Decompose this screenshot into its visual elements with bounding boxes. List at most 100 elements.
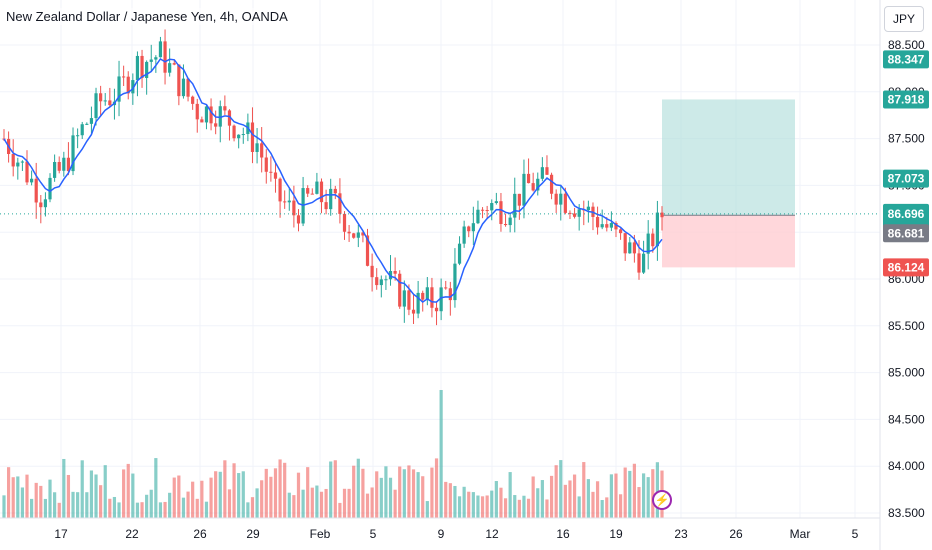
candle-body xyxy=(306,188,310,194)
candle-body xyxy=(439,287,443,312)
entry-tag-bg xyxy=(883,224,929,243)
candle-body xyxy=(462,226,466,244)
volume-bar xyxy=(614,473,618,518)
candle-body xyxy=(71,135,75,172)
volume-bar xyxy=(439,390,443,518)
volume-bar xyxy=(269,476,273,518)
candle-body xyxy=(66,157,71,172)
x-tick-label: 5 xyxy=(852,527,859,541)
volume-bar xyxy=(572,474,577,518)
volume-bar xyxy=(57,502,61,518)
candle-body xyxy=(209,106,213,124)
candle-body xyxy=(39,202,43,208)
candle-body xyxy=(660,212,664,218)
volume-bar xyxy=(71,491,75,518)
candle-body xyxy=(85,123,89,125)
currency-button[interactable]: JPY xyxy=(884,6,924,32)
time-axis: 17 22 26 29 Feb 5 9 12 16 19 23 26 Mar 5 xyxy=(0,517,880,541)
volume-bar xyxy=(214,471,218,518)
candle-body xyxy=(513,193,517,218)
volume-bar xyxy=(632,463,636,518)
candle-body xyxy=(655,212,659,247)
candle-body xyxy=(310,193,314,195)
candle-body xyxy=(204,106,209,123)
candle-body xyxy=(283,201,287,203)
volume-bar xyxy=(62,458,66,518)
y-tick-label: 85.000 xyxy=(888,366,925,380)
candle-body xyxy=(80,124,84,136)
candle-body xyxy=(296,215,301,224)
candle-body xyxy=(200,119,204,123)
volume-bar xyxy=(43,498,48,518)
candle-body xyxy=(218,106,222,127)
candle-body xyxy=(11,154,15,167)
candle-body xyxy=(572,213,577,217)
candle-body xyxy=(632,242,636,254)
candle-body xyxy=(416,292,420,314)
stop-loss-tag-bg xyxy=(883,258,929,277)
candle-body xyxy=(16,162,20,167)
candle-body xyxy=(126,76,130,94)
lightning-icon[interactable]: ⚡ xyxy=(652,490,672,510)
volume-bar xyxy=(140,502,144,518)
volume-bar xyxy=(517,499,521,518)
volume-bar xyxy=(609,474,613,518)
candle-body xyxy=(319,181,324,203)
y-tick-label: 87.500 xyxy=(888,132,925,146)
candle-body xyxy=(250,122,255,152)
volume-bar xyxy=(370,487,374,518)
volume-bar xyxy=(582,462,586,518)
candle-body xyxy=(453,263,457,301)
candle-body xyxy=(241,134,245,136)
volume-bar xyxy=(457,496,462,518)
volume-bar xyxy=(241,471,245,518)
volume-bar xyxy=(522,495,526,518)
candle-body xyxy=(154,57,158,60)
x-tick-label: 29 xyxy=(246,527,260,541)
candle-body xyxy=(227,110,232,126)
candle-body xyxy=(549,174,554,194)
volume-bar xyxy=(563,484,567,518)
volume-bar xyxy=(559,460,563,518)
candle-body xyxy=(149,59,153,62)
volume-bar xyxy=(260,480,264,518)
x-tick-label: 12 xyxy=(485,527,499,541)
volume-bar xyxy=(7,467,11,518)
volume-bar xyxy=(448,483,452,518)
volume-bar xyxy=(250,497,255,518)
candle-body xyxy=(315,181,319,194)
volume-bar xyxy=(158,502,163,518)
volume-bar xyxy=(131,473,135,518)
volume-bar xyxy=(485,495,489,518)
candle-body xyxy=(140,55,144,78)
x-tick-label: 17 xyxy=(54,527,68,541)
volume-bar xyxy=(186,491,190,518)
y-tick-label: 83.500 xyxy=(888,506,925,520)
volume-bar xyxy=(618,494,623,518)
candle-body xyxy=(434,307,439,312)
candle-body xyxy=(342,213,347,232)
volume-bar xyxy=(444,481,448,518)
volume-bar xyxy=(319,491,324,518)
volume-bar xyxy=(329,461,333,518)
volume-bar xyxy=(218,471,222,518)
volume-bar xyxy=(237,473,241,518)
candle-body xyxy=(269,171,273,173)
volume-bar xyxy=(117,502,121,518)
candle-body xyxy=(490,203,494,211)
candle-body xyxy=(485,210,489,212)
volume-bar xyxy=(388,477,393,518)
volume-bar xyxy=(20,487,25,518)
x-tick-label: Feb xyxy=(310,527,331,541)
candlesticks xyxy=(2,29,664,326)
volume-bar xyxy=(467,491,471,518)
candle-body xyxy=(651,233,655,247)
candle-body xyxy=(411,309,416,314)
candle-body xyxy=(292,200,296,216)
volume-bar xyxy=(398,466,402,518)
volume-bar xyxy=(135,502,140,518)
volume-bar xyxy=(191,481,195,518)
volume-bar xyxy=(646,477,650,518)
volume-bar xyxy=(411,469,416,518)
